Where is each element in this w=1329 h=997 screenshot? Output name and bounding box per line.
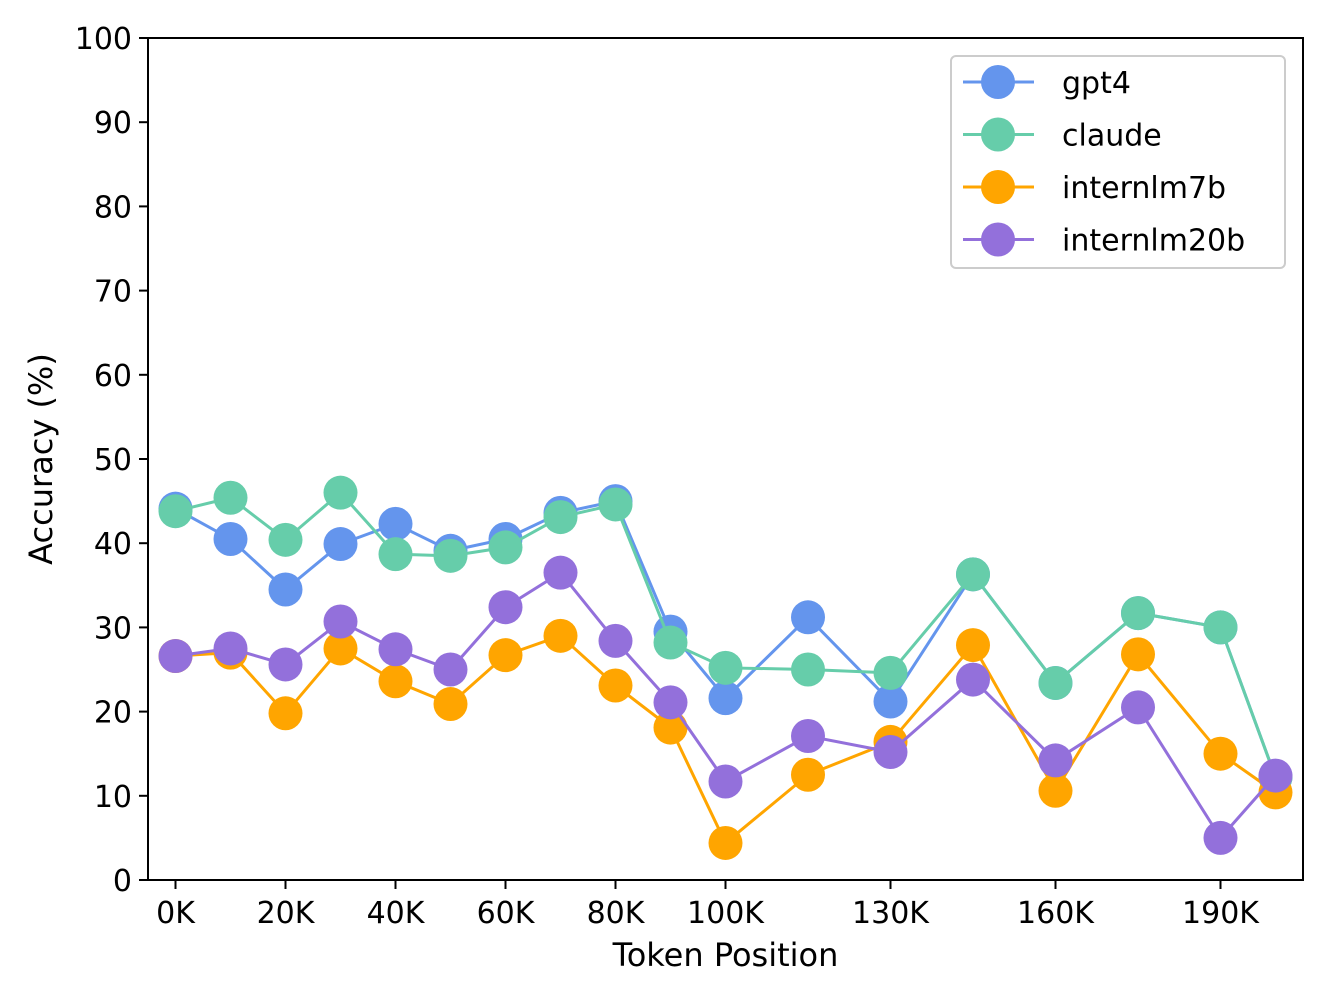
point-internlm7b (653, 710, 688, 745)
point-internlm7b (791, 757, 825, 792)
legend-marker (981, 222, 1015, 257)
legend-marker (981, 65, 1015, 99)
y-axis-title: Accuracy (%) (22, 353, 60, 565)
point-claude (378, 537, 413, 572)
y-axis: 0 10 20 30 40 50 60 70 80 90 100 (75, 22, 148, 899)
x-tick-label: 130K (852, 896, 930, 931)
legend-label: claude (1062, 119, 1162, 154)
point-claude (158, 494, 193, 529)
y-tick-label: 70 (94, 275, 132, 310)
point-internlm20b (488, 590, 523, 625)
legend-item-claude: claude (963, 117, 1162, 154)
point-internlm20b (213, 631, 248, 666)
point-gpt4 (268, 572, 303, 607)
point-gpt4 (213, 521, 248, 556)
point-internlm7b (1121, 637, 1155, 672)
y-tick-label: 20 (94, 696, 132, 731)
x-axis-title: Token Position (612, 936, 839, 974)
point-internlm7b (956, 628, 990, 663)
point-internlm20b (433, 652, 468, 687)
point-internlm7b (598, 668, 633, 703)
x-tick-label: 100K (687, 896, 765, 931)
point-gpt4 (791, 600, 825, 635)
y-tick-label: 60 (94, 359, 132, 394)
point-internlm7b (488, 638, 523, 673)
point-claude (873, 655, 908, 690)
point-claude (268, 522, 303, 557)
point-internlm20b (1121, 690, 1155, 725)
legend-label: internlm7b (1062, 171, 1226, 206)
plot-area (158, 475, 1293, 860)
point-gpt4 (873, 684, 908, 719)
x-tick-label: 20K (257, 896, 316, 931)
x-tick-label: 0K (156, 896, 196, 931)
y-tick-label: 40 (94, 527, 132, 562)
legend-item-internlm7b: internlm7b (963, 170, 1226, 206)
y-tick-label: 10 (94, 780, 132, 815)
point-internlm7b (433, 687, 468, 722)
point-claude (653, 625, 688, 660)
legend-label: internlm20b (1062, 224, 1245, 259)
series-claude (158, 475, 1293, 795)
point-internlm20b (956, 662, 990, 697)
y-tick-label: 50 (94, 443, 132, 478)
point-internlm20b (323, 604, 358, 639)
point-claude (433, 538, 468, 573)
point-claude (791, 652, 825, 687)
x-tick-label: 160K (1017, 896, 1095, 931)
legend-item-gpt4: gpt4 (963, 65, 1131, 101)
point-gpt4 (708, 681, 743, 716)
legend-label: gpt4 (1062, 66, 1131, 101)
x-axis: 0K 20K 40K 60K 80K 100K 130K 160K 190K (156, 880, 1260, 931)
legend-box (950, 55, 1286, 269)
legend-marker (981, 170, 1015, 204)
point-internlm20b (873, 735, 908, 770)
point-internlm20b (378, 632, 413, 667)
point-claude (213, 480, 248, 515)
x-tick-label: 40K (367, 896, 426, 931)
x-tick-label: 60K (477, 896, 536, 931)
point-claude (488, 530, 523, 565)
y-tick-label: 0 (113, 864, 132, 899)
x-tick-label: 190K (1182, 896, 1260, 931)
point-internlm7b (1038, 773, 1073, 808)
point-internlm20b (1203, 820, 1238, 855)
point-internlm20b (598, 623, 633, 658)
point-internlm7b (1203, 736, 1238, 771)
y-tick-label: 90 (94, 106, 132, 141)
point-gpt4 (378, 506, 413, 541)
legend: gpt4 claude internlm7b internlm20b (950, 55, 1286, 269)
point-internlm20b (543, 555, 578, 590)
legend-item-internlm20b: internlm20b (963, 222, 1245, 259)
y-tick-label: 80 (94, 190, 132, 225)
point-claude (956, 557, 990, 592)
legend-marker (981, 117, 1015, 152)
y-tick-label: 30 (94, 611, 132, 646)
point-internlm20b (653, 685, 688, 720)
point-claude (1038, 665, 1073, 700)
point-claude (708, 650, 743, 685)
series-internlm20b (158, 555, 1293, 855)
point-internlm7b (708, 825, 743, 860)
point-internlm20b (708, 764, 743, 799)
point-internlm20b (1258, 758, 1293, 793)
point-internlm20b (158, 639, 193, 674)
point-internlm7b (268, 696, 303, 731)
point-claude (543, 500, 578, 535)
point-claude (598, 487, 633, 522)
point-internlm20b (268, 647, 303, 682)
point-internlm7b (543, 618, 578, 653)
x-tick-label: 80K (587, 896, 646, 931)
point-internlm20b (791, 719, 825, 754)
point-internlm7b (378, 664, 413, 699)
point-claude (323, 475, 358, 510)
point-internlm7b (323, 631, 358, 666)
point-gpt4 (323, 527, 358, 562)
point-claude (1121, 596, 1155, 631)
point-internlm20b (1038, 743, 1073, 778)
point-claude (1203, 610, 1238, 645)
y-tick-label: 100 (75, 22, 132, 57)
